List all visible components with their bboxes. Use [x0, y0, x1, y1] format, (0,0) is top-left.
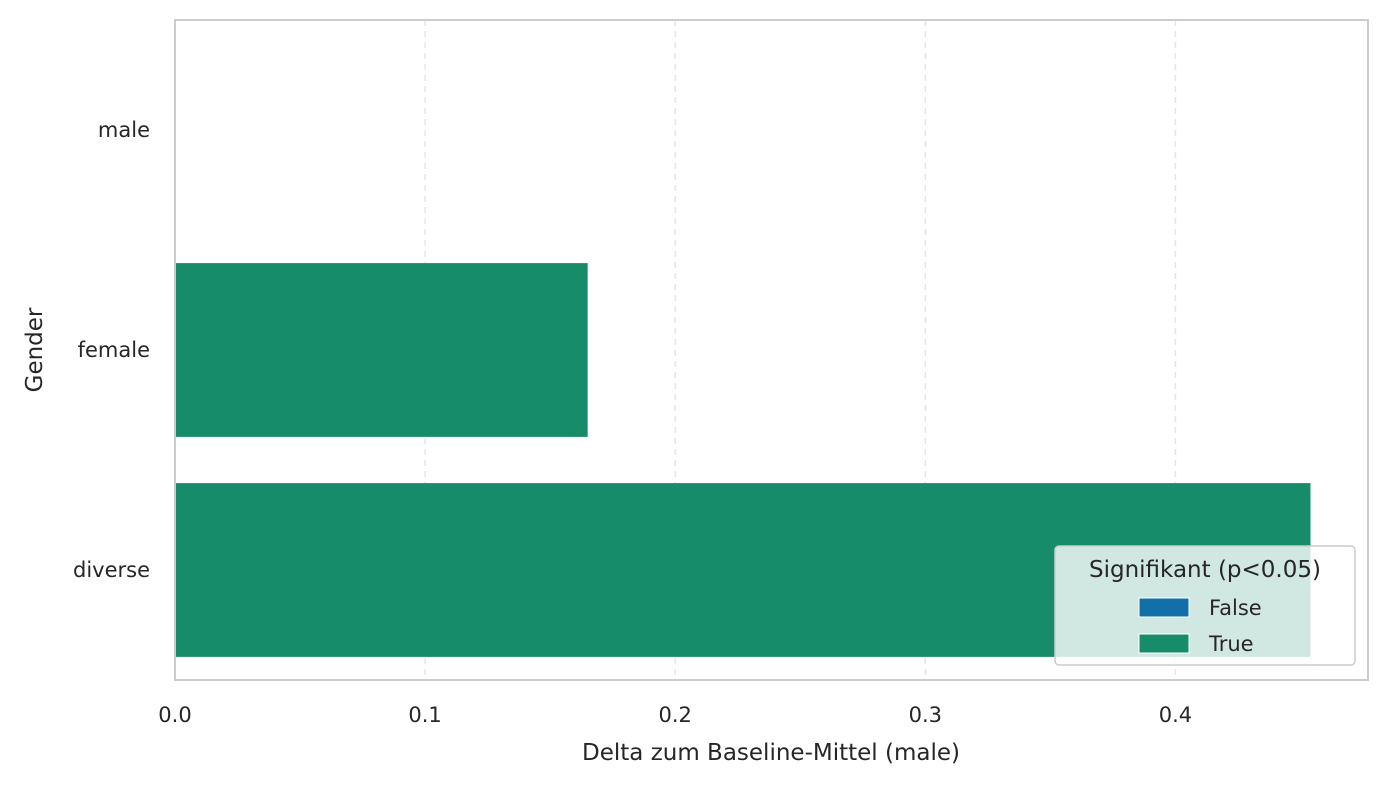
x-tick-label: 0.3 — [909, 703, 942, 727]
legend-title: Signifikant (p<0.05) — [1089, 557, 1321, 583]
x-tick-labels: 0.0 0.1 0.2 0.3 0.4 — [158, 703, 1192, 727]
legend: Signifikant (p<0.05) False True — [1054, 545, 1356, 666]
plot-frame — [174, 19, 1369, 681]
y-tick-labels: male female diverse — [73, 118, 150, 582]
legend-swatch-false — [1138, 597, 1190, 618]
x-tick-label: 0.1 — [408, 703, 441, 727]
legend-label-true: True — [1208, 632, 1254, 656]
legend-label-false: False — [1209, 596, 1262, 620]
bar-female — [175, 263, 588, 437]
x-tick-label: 0.0 — [158, 703, 191, 727]
y-tick-label-diverse: diverse — [73, 558, 150, 582]
x-tick-label: 0.2 — [659, 703, 692, 727]
y-axis-title: Gender — [22, 307, 48, 392]
legend-swatch-true — [1138, 633, 1190, 654]
legend-box — [1054, 545, 1356, 666]
x-tick-label: 0.4 — [1159, 703, 1192, 727]
x-axis-title: Delta zum Baseline-Mittel (male) — [582, 740, 960, 766]
y-tick-label-female: female — [78, 338, 150, 362]
y-tick-label-male: male — [98, 118, 150, 142]
